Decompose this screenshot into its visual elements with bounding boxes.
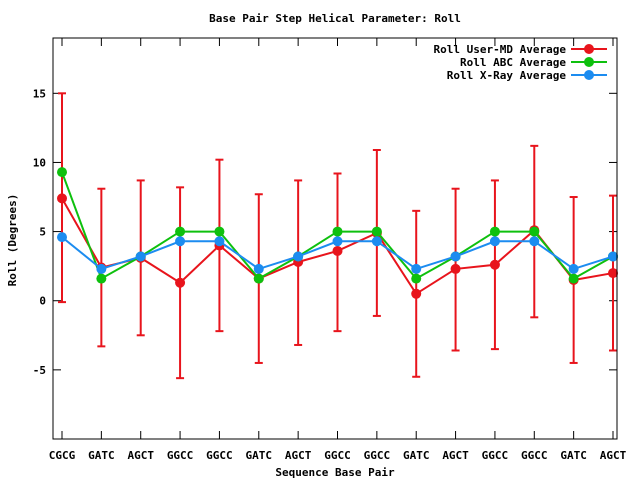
roll-x-ray-average-point	[214, 236, 225, 247]
roll-abc-average-point	[411, 273, 422, 284]
roll-x-ray-average-point	[293, 251, 304, 262]
roll-x-ray-average-point	[175, 236, 186, 247]
roll-x-ray-average-point	[489, 236, 500, 247]
x-tick-label: GGCC	[167, 449, 194, 462]
legend-swatch-marker	[584, 57, 594, 67]
roll-abc-average-point	[568, 273, 579, 284]
x-tick-label: GATC	[403, 449, 430, 462]
roll-abc-average-point	[175, 226, 186, 237]
roll-user-md-average-point	[450, 263, 461, 274]
x-axis-label: Sequence Base Pair	[275, 466, 395, 479]
y-tick-label: 15	[33, 87, 46, 100]
y-tick-label: 0	[39, 295, 46, 308]
y-tick-label: 5	[39, 226, 46, 239]
roll-abc-average-point	[489, 226, 500, 237]
roll-abc-average-point	[332, 226, 343, 237]
roll-x-ray-average-point	[568, 263, 579, 274]
roll-x-ray-average-point	[253, 263, 264, 274]
roll-abc-average-point	[371, 226, 382, 237]
roll-user-md-average-point	[57, 193, 67, 204]
x-tick-label: AGCT	[442, 449, 469, 462]
x-tick-label: GGCC	[364, 449, 391, 462]
x-tick-label: AGCT	[600, 449, 627, 462]
x-tick-label: GGCC	[206, 449, 233, 462]
roll-x-ray-average-point	[608, 251, 618, 262]
legend-label: Roll User-MD Average	[434, 43, 567, 56]
series-group	[57, 92, 618, 380]
x-tick-label: GATC	[560, 449, 587, 462]
x-tick-label: GGCC	[521, 449, 548, 462]
roll-x-ray-average-point	[411, 263, 422, 274]
x-tick-label: GATC	[246, 449, 273, 462]
chart-title: Base Pair Step Helical Parameter: Roll	[209, 12, 461, 25]
x-tick-label: GATC	[88, 449, 115, 462]
legend-label: Roll X-Ray Average	[447, 69, 567, 82]
roll-x-ray-average-point	[371, 236, 382, 247]
x-tick-label: CGCG	[49, 449, 76, 462]
roll-user-md-average-point	[489, 259, 500, 270]
roll-x-ray-average-point	[135, 251, 146, 262]
x-tick-label: GGCC	[324, 449, 351, 462]
roll-user-md-average-point	[608, 268, 618, 279]
roll-x-ray-average-point	[529, 236, 540, 247]
plot-frame	[52, 37, 618, 440]
roll-user-md-average-point	[175, 277, 186, 288]
y-tick-label: 10	[33, 156, 46, 169]
y-axis-label: Roll (Degrees)	[6, 194, 19, 287]
roll-x-ray-average-point	[96, 263, 107, 274]
roll-user-md-average-point	[411, 288, 422, 299]
roll-x-ray-average-point	[57, 232, 67, 243]
y-tick-label: -5	[33, 364, 46, 377]
legend-swatch-marker	[584, 70, 594, 80]
roll-abc-average-point	[214, 226, 225, 237]
x-tick-label: GGCC	[482, 449, 509, 462]
roll-abc-average-point	[96, 273, 107, 284]
roll-abc-average-point	[57, 167, 67, 178]
roll-abc-average-point	[529, 226, 540, 237]
roll-abc-average-point	[253, 273, 264, 284]
legend-label: Roll ABC Average	[460, 56, 566, 69]
roll-x-ray-average-point	[332, 236, 343, 247]
roll-x-ray-average-point	[450, 251, 461, 262]
x-tick-label: AGCT	[285, 449, 312, 462]
x-tick-label: AGCT	[127, 449, 154, 462]
axis-ticks: -5 0 5 10 15 CGCG GATC AGCT GGCC GGCC GATC AGCT GGCC…	[33, 38, 627, 462]
legend-swatch-marker	[584, 44, 594, 54]
roll-user-md-average-point	[332, 245, 343, 256]
